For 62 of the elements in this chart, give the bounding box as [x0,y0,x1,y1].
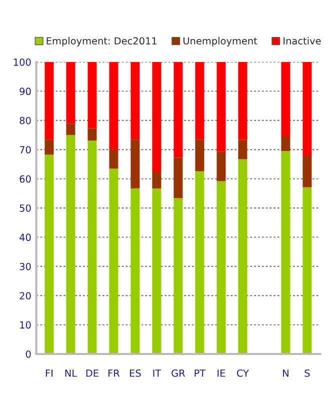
y-tick-label: 30 [20,262,31,270]
y-tick-label: 20 [20,292,31,300]
bar [152,172,162,188]
bar [195,171,204,354]
legend-label: Inactive [284,37,321,45]
bar [238,62,248,140]
bar [195,62,204,140]
bar [302,187,312,354]
bar [109,62,118,150]
bar [66,135,76,354]
bar [130,188,140,354]
bar [44,62,54,140]
x-tick-label: NL [65,370,77,377]
x-tick-label: N [283,370,288,377]
y-tick-label: 100 [14,58,31,66]
bar [174,158,183,198]
legend-label: Unemployment [184,37,258,46]
y-tick-label: 80 [20,116,31,124]
bar [302,62,312,156]
x-tick-label: GR [172,369,186,377]
bar [281,151,290,354]
x-tick-label: FI [46,370,52,377]
x-tick-label: ES [130,369,141,377]
x-tick-label: IE [218,370,226,377]
bar [88,128,97,141]
y-tick-label: 70 [20,146,31,154]
bar [238,159,248,354]
bar [152,188,162,354]
bar [130,62,140,140]
x-tick-label: FR [108,370,120,377]
y-tick-label: 90 [20,88,31,96]
bar [281,136,290,152]
bar [281,62,290,136]
y-tick-label: 40 [20,234,31,242]
bar [152,62,162,172]
bar [195,140,204,172]
x-tick-label: PT [194,370,206,377]
bar [44,140,54,155]
bar [44,154,54,354]
x-tick-label: IT [153,370,162,377]
bar [238,140,248,160]
y-tick-label: 60 [20,175,31,183]
bar [66,124,76,135]
x-tick-label: CY [236,369,249,377]
y-tick-label: 0 [26,350,31,358]
bar [216,181,226,354]
bar [302,155,312,188]
bar [216,62,226,152]
y-tick-label: 50 [20,204,31,212]
x-tick-label: S [304,369,310,377]
bar [174,62,183,158]
bar [88,62,97,128]
bar [216,152,226,182]
bar [88,140,97,354]
bar [130,140,140,188]
bar [174,198,183,354]
x-tick-label: DE [86,370,98,377]
bar [109,150,118,169]
bar [66,62,76,124]
bar [109,168,118,354]
y-tick-label: 10 [20,321,31,329]
legend-label: Employment: Dec2011 [46,37,156,46]
